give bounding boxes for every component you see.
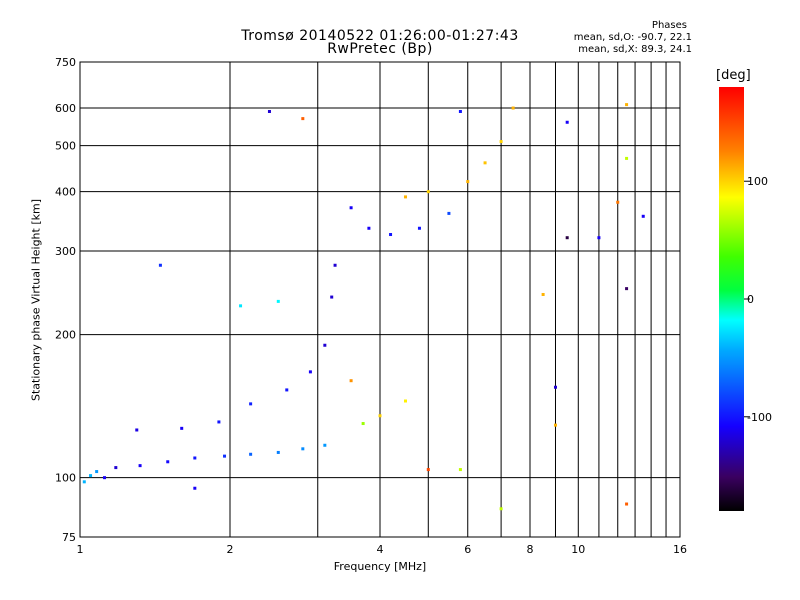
data-point (403, 195, 407, 199)
data-point (249, 402, 253, 406)
data-point (367, 226, 371, 230)
plot-frame (79, 61, 681, 538)
grid-lines (80, 62, 680, 537)
data-point (426, 190, 430, 194)
data-point (625, 103, 629, 107)
phase-x-stats: mean, sd,X: 89.3, 24.1 (578, 44, 692, 55)
data-point (417, 226, 421, 230)
y-tick-label: 75 (62, 531, 76, 544)
x-axis-label: Frequency [MHz] (333, 560, 427, 573)
data-point (239, 304, 243, 308)
data-point (458, 468, 462, 472)
data-point (447, 211, 451, 215)
data-point (641, 214, 645, 218)
data-point (193, 456, 197, 460)
data-point (466, 180, 470, 184)
data-point (426, 468, 430, 472)
phase-o-stats: mean, sd,O: -90.7, 22.1 (573, 32, 692, 43)
chart-subtitle: RwPretec (Bp) (327, 41, 433, 57)
data-point (616, 200, 620, 204)
data-point (499, 140, 503, 144)
data-point (349, 206, 353, 210)
data-point (403, 399, 407, 403)
data-point (499, 507, 503, 511)
data-point (95, 470, 99, 474)
data-point (267, 109, 271, 113)
data-point (301, 117, 305, 121)
data-point (223, 454, 227, 458)
x-tick-label: 6 (464, 543, 471, 556)
data-point (333, 263, 337, 267)
x-tick-label: 2 (227, 543, 234, 556)
data-point (378, 414, 382, 418)
colorbar (719, 87, 744, 511)
data-point (330, 295, 334, 299)
y-tick-label: 500 (55, 140, 76, 153)
data-point (541, 292, 545, 296)
data-point (625, 156, 629, 160)
data-point (103, 476, 107, 480)
data-point (553, 423, 557, 427)
data-point (625, 502, 629, 506)
axis-ticks: 1 2 4 6 8 10 16 75 100 200 300 400 500 600 750 (55, 56, 687, 556)
data-point (553, 385, 557, 389)
x-tick-label: 4 (377, 543, 384, 556)
data-point (565, 236, 569, 240)
y-tick-label: 600 (55, 102, 76, 115)
data-point (349, 379, 353, 383)
data-point (180, 426, 184, 430)
y-tick-label: 400 (55, 186, 76, 199)
x-tick-label: 10 (571, 543, 585, 556)
data-point (193, 486, 197, 490)
y-tick-label: 750 (55, 56, 76, 69)
chart-title: Tromsø 20140522 01:26:00-01:27:43 (241, 28, 519, 44)
data-point (89, 474, 93, 478)
colorbar-ticks: 100 0 -100 (744, 175, 772, 424)
data-points (82, 103, 645, 511)
y-tick-label: 300 (55, 245, 76, 258)
data-point (361, 422, 365, 426)
data-point (217, 420, 221, 424)
colorbar-label: [deg] (716, 68, 751, 83)
data-point (135, 428, 139, 432)
data-point (565, 120, 569, 124)
data-point (389, 233, 393, 237)
data-point (458, 109, 462, 113)
phase-label: Phases (651, 20, 687, 31)
x-tick-label: 16 (673, 543, 687, 556)
data-point (276, 450, 280, 454)
colorbar-tick-label: 0 (747, 293, 754, 306)
data-point (276, 299, 280, 303)
data-point (158, 263, 162, 267)
y-tick-label: 100 (55, 472, 76, 485)
data-point (166, 460, 170, 464)
data-point (82, 480, 86, 484)
data-point (323, 343, 327, 347)
data-point (511, 106, 515, 110)
data-point (308, 370, 312, 374)
x-tick-label: 8 (527, 543, 534, 556)
data-point (597, 236, 601, 240)
data-point (323, 443, 327, 447)
colorbar-tick-label: -100 (747, 411, 772, 424)
colorbar-tick-label: 100 (747, 175, 768, 188)
data-point (249, 452, 253, 456)
x-tick-label: 1 (77, 543, 84, 556)
y-tick-label: 200 (55, 329, 76, 342)
data-point (301, 447, 305, 451)
data-point (138, 464, 142, 468)
data-point (114, 466, 118, 470)
data-point (625, 287, 629, 291)
data-point (483, 161, 487, 165)
data-point (285, 388, 289, 392)
